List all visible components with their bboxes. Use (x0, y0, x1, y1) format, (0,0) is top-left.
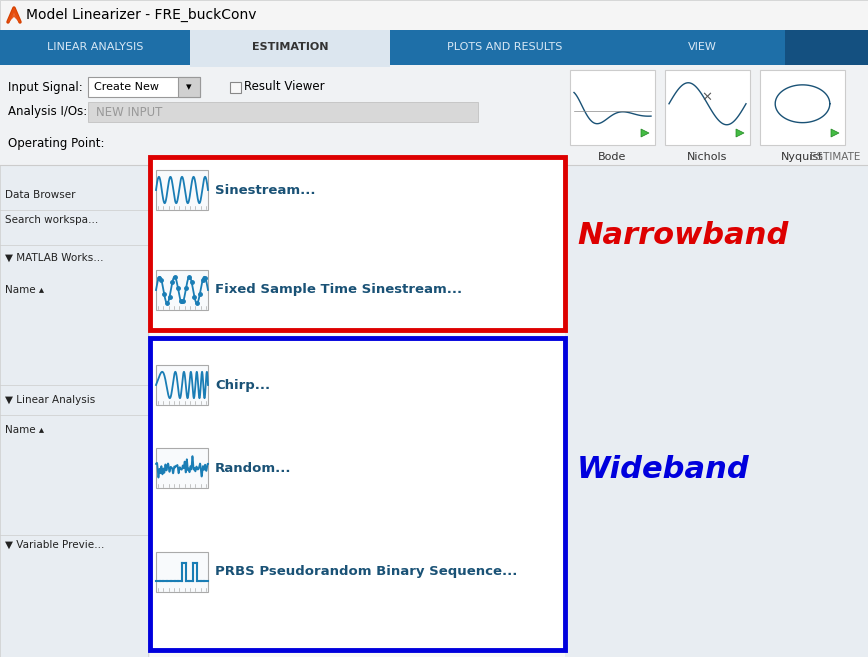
Text: Name ▴: Name ▴ (5, 285, 44, 295)
Text: ESTIMATION: ESTIMATION (252, 43, 328, 53)
Bar (156, 365, 208, 405)
Text: Model Linearizer - FRE_buckConv: Model Linearizer - FRE_buckConv (26, 8, 257, 22)
Bar (150, 165, 565, 657)
Bar (0, 30, 868, 65)
Bar (665, 70, 750, 145)
Text: VIEW: VIEW (688, 43, 717, 53)
Bar (178, 77, 200, 97)
Text: NEW INPUT: NEW INPUT (96, 106, 162, 118)
Bar (0, 165, 148, 657)
Text: Nyquist: Nyquist (781, 152, 824, 162)
Polygon shape (736, 129, 744, 137)
Text: Result Viewer: Result Viewer (244, 81, 325, 93)
Text: ESTIMATE: ESTIMATE (810, 152, 860, 162)
Polygon shape (8, 8, 20, 22)
Bar (0, 0, 868, 30)
Bar (565, 165, 868, 657)
Bar (156, 270, 208, 310)
Bar (150, 338, 565, 650)
Polygon shape (831, 129, 839, 137)
Text: Data Browser: Data Browser (5, 190, 76, 200)
Text: Narrowband: Narrowband (577, 221, 788, 250)
Text: Input Signal:: Input Signal: (8, 81, 82, 93)
Text: Wideband: Wideband (577, 455, 750, 484)
Text: PLOTS AND RESULTS: PLOTS AND RESULTS (447, 43, 562, 53)
Text: Nichols: Nichols (687, 152, 727, 162)
Bar (760, 70, 845, 145)
Text: Create New: Create New (94, 82, 159, 92)
Text: ▼ MATLAB Works…: ▼ MATLAB Works… (5, 253, 103, 263)
Text: Sinestream...: Sinestream... (215, 183, 315, 196)
Text: ▾: ▾ (187, 82, 192, 92)
Bar (230, 82, 241, 93)
Bar (0, 65, 868, 165)
Text: LINEAR ANALYSIS: LINEAR ANALYSIS (47, 43, 143, 53)
Bar (570, 70, 655, 145)
Bar (150, 157, 565, 330)
Text: Operating Point:: Operating Point: (8, 137, 104, 150)
Bar (88, 102, 478, 122)
Bar (785, 30, 868, 65)
Text: Analysis I/Os:: Analysis I/Os: (8, 106, 88, 118)
Text: Bode: Bode (598, 152, 627, 162)
Polygon shape (641, 129, 649, 137)
Text: Name ▴: Name ▴ (5, 425, 44, 435)
Bar (156, 448, 208, 488)
Text: Fixed Sample Time Sinestream...: Fixed Sample Time Sinestream... (215, 284, 462, 296)
Bar (88, 77, 200, 97)
Text: PRBS Pseudorandom Binary Sequence...: PRBS Pseudorandom Binary Sequence... (215, 566, 517, 579)
Text: Chirp...: Chirp... (215, 378, 270, 392)
Text: Search workspa…: Search workspa… (5, 215, 98, 225)
Text: ▼ Variable Previe…: ▼ Variable Previe… (5, 540, 104, 550)
Text: Random...: Random... (215, 461, 292, 474)
Bar (156, 552, 208, 592)
Bar (190, 30, 390, 67)
Text: ▼ Linear Analysis: ▼ Linear Analysis (5, 395, 95, 405)
Bar (156, 170, 208, 210)
